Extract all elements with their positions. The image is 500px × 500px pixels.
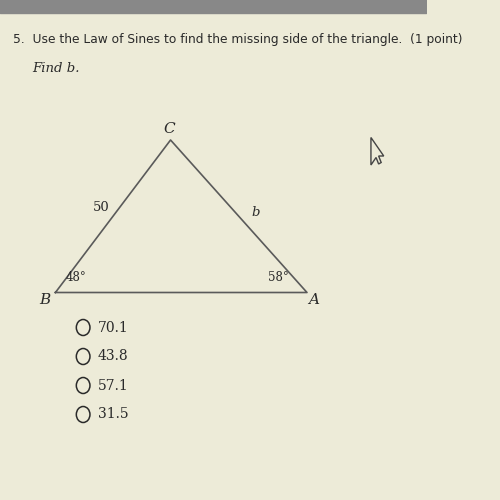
Text: 58°: 58° <box>268 271 288 284</box>
Text: B: B <box>39 293 50 307</box>
Text: Find b.: Find b. <box>32 62 80 76</box>
Text: 5.  Use the Law of Sines to find the missing side of the triangle.  (1 point): 5. Use the Law of Sines to find the miss… <box>13 32 462 46</box>
Text: 70.1: 70.1 <box>98 320 128 334</box>
Text: 48°: 48° <box>66 271 87 284</box>
Text: 31.5: 31.5 <box>98 408 128 422</box>
Text: 43.8: 43.8 <box>98 350 128 364</box>
Text: 57.1: 57.1 <box>98 378 128 392</box>
Text: A: A <box>308 293 319 307</box>
Text: C: C <box>164 122 175 136</box>
Text: b: b <box>252 206 260 218</box>
Text: 50: 50 <box>93 201 110 214</box>
